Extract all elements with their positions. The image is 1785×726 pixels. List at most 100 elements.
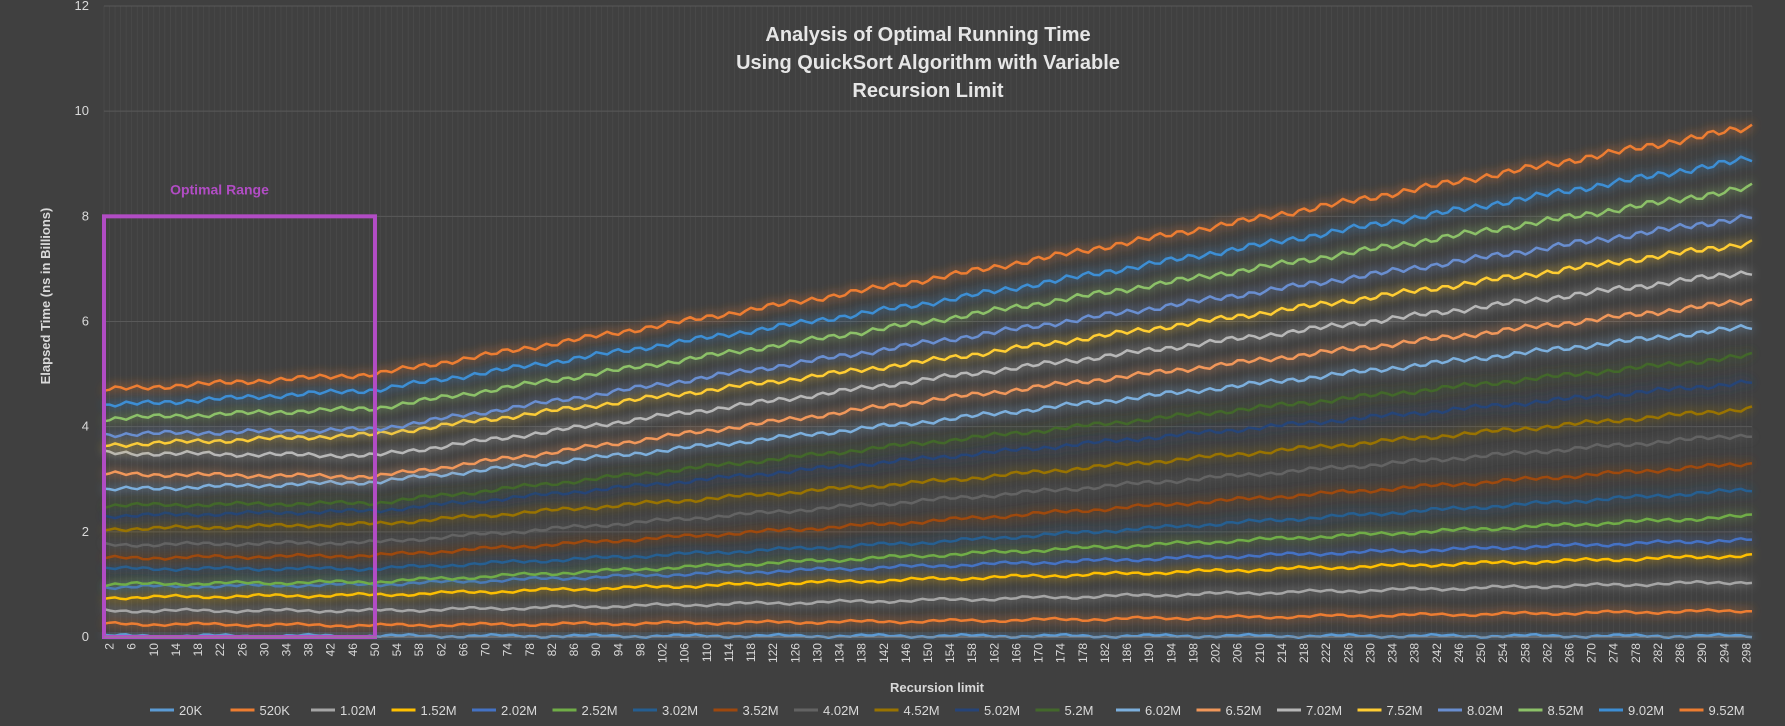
x-tick-label: 162: [987, 643, 1001, 663]
series-line: [103, 462, 1753, 561]
x-tick-label: 122: [766, 643, 780, 663]
x-tick-label: 54: [390, 643, 404, 657]
series-line: [103, 213, 1753, 439]
legend-label: 9.52M: [1709, 703, 1745, 718]
legend-label: 3.02M: [662, 703, 698, 718]
x-tick-label: 158: [965, 643, 979, 663]
series-line: [103, 537, 1753, 591]
x-tick-label: 242: [1430, 643, 1444, 663]
x-tick-label: 274: [1607, 643, 1621, 663]
series-line: [103, 379, 1753, 520]
series-lines: [103, 123, 1753, 640]
series-line: [103, 270, 1753, 459]
x-axis-title: Recursion limit: [890, 680, 985, 695]
x-tick-label: 126: [788, 643, 802, 663]
series-line: [104, 155, 1753, 408]
x-tick-label: 258: [1518, 643, 1532, 663]
legend-label: 7.02M: [1306, 703, 1342, 718]
legend-label: 5.02M: [984, 703, 1020, 718]
legend-label: 2.52M: [582, 703, 618, 718]
x-tick-label: 254: [1496, 643, 1510, 663]
legend-label: 6.52M: [1226, 703, 1262, 718]
x-tick-label: 118: [744, 643, 758, 662]
y-axis-title: Elapsed Time (ns in Billions): [38, 208, 53, 385]
x-tick-label: 6: [125, 643, 139, 650]
x-tick-label: 106: [678, 643, 692, 663]
x-tick-label: 150: [921, 643, 935, 663]
x-tick-label: 10: [147, 643, 161, 657]
x-tick-label: 218: [1297, 643, 1311, 663]
legend-label: 9.02M: [1628, 703, 1664, 718]
x-tick-label: 34: [279, 643, 293, 657]
series-line: [103, 487, 1753, 573]
legend-label: 3.52M: [743, 703, 779, 718]
optimal-range-label: Optimal Range: [170, 181, 269, 197]
x-tick-label: 66: [456, 643, 470, 657]
legend-label: 4.52M: [904, 703, 940, 718]
legend-label: 8.02M: [1467, 703, 1503, 718]
x-tick-label: 186: [1120, 643, 1134, 663]
x-tick-label: 190: [1142, 643, 1156, 663]
x-tick-label: 102: [656, 643, 670, 663]
x-tick-label: 110: [700, 643, 714, 662]
series-line: [103, 513, 1753, 588]
x-tick-label: 134: [833, 643, 847, 663]
y-tick-label: 4: [82, 419, 89, 434]
x-tick-label: 146: [899, 643, 913, 663]
y-tick-label: 10: [75, 103, 89, 118]
series-line: [103, 405, 1753, 533]
x-tick-label: 2: [103, 643, 117, 650]
x-tick-label: 58: [412, 643, 426, 657]
x-tick-label: 230: [1363, 643, 1377, 663]
chart-title: Analysis of Optimal Running Time Using Qu…: [736, 24, 1120, 102]
series-line: [103, 579, 1753, 614]
x-tick-label: 250: [1474, 643, 1488, 663]
x-tick-label: 198: [1186, 643, 1200, 663]
x-tick-label: 206: [1231, 643, 1245, 663]
x-tick-label: 78: [523, 643, 537, 657]
x-tick-label: 138: [855, 643, 869, 663]
legend-label: 5.2M: [1065, 703, 1094, 718]
series-line: [103, 239, 1753, 449]
legend-label: 8.52M: [1548, 703, 1584, 718]
chart-title-line: Recursion Limit: [852, 80, 1003, 102]
x-tick-label: 82: [545, 643, 559, 657]
chart-title-line: Analysis of Optimal Running Time: [765, 24, 1090, 46]
x-tick-label: 46: [346, 643, 360, 657]
y-tick-label: 6: [82, 314, 89, 329]
x-tick-label: 234: [1386, 643, 1400, 663]
series-line: [103, 433, 1752, 548]
series-line: [103, 182, 1753, 423]
series-line: [103, 123, 1753, 393]
x-tick-label: 270: [1585, 643, 1599, 663]
x-tick-label: 166: [1009, 643, 1023, 663]
x-tick-label: 238: [1408, 643, 1422, 663]
x-tick-label: 142: [877, 643, 891, 663]
x-tick-label: 266: [1563, 643, 1577, 663]
x-tick-label: 290: [1695, 643, 1709, 663]
x-tick-label: 222: [1319, 643, 1333, 663]
legend-label: 4.02M: [823, 703, 859, 718]
x-tick-label: 194: [1164, 643, 1178, 663]
legend-label: 1.52M: [421, 703, 457, 718]
legend-label: 20K: [179, 703, 202, 718]
x-tick-label: 90: [589, 643, 603, 657]
x-tick-label: 282: [1651, 643, 1665, 663]
x-tick-label: 262: [1540, 643, 1554, 663]
x-tick-label: 114: [722, 643, 736, 662]
x-tick-label: 30: [257, 643, 271, 657]
x-tick-label: 294: [1717, 643, 1731, 663]
x-tick-label: 298: [1739, 643, 1753, 663]
legend: 20K 520K 1.02M 1.52M 2.02M 2.52M 3.02M 3.52M 4.0…: [150, 703, 1745, 718]
x-tick-label: 246: [1452, 643, 1466, 663]
x-tick-label: 22: [213, 643, 227, 657]
series-line: [103, 298, 1753, 480]
x-tick-label: 154: [943, 643, 957, 663]
x-tick-label: 18: [191, 643, 205, 657]
x-tick-label: 170: [1032, 643, 1046, 663]
x-tick-label: 226: [1341, 643, 1355, 663]
x-tick-label: 86: [567, 643, 581, 657]
